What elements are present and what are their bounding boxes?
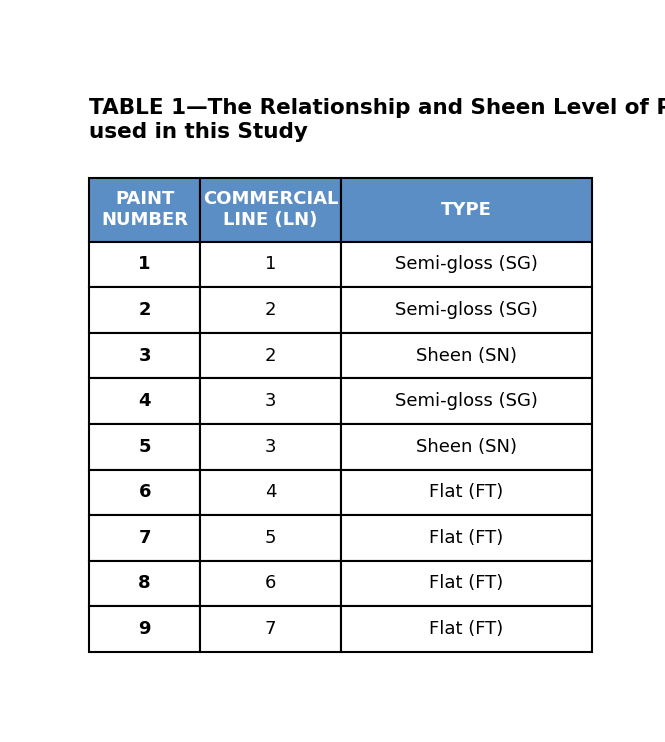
- Text: 2: 2: [265, 347, 276, 364]
- Bar: [89, 515, 200, 561]
- Text: 4: 4: [265, 483, 276, 502]
- Bar: [341, 378, 593, 424]
- Text: 3: 3: [265, 392, 276, 410]
- Bar: [341, 424, 593, 470]
- Bar: [89, 606, 200, 651]
- Bar: [341, 177, 593, 242]
- Text: 7: 7: [265, 620, 276, 638]
- Text: TYPE: TYPE: [441, 200, 492, 219]
- Text: Flat (FT): Flat (FT): [430, 483, 503, 502]
- Text: Semi-gloss (SG): Semi-gloss (SG): [395, 392, 538, 410]
- Bar: [200, 561, 341, 606]
- Bar: [200, 606, 341, 651]
- Text: 2: 2: [138, 301, 151, 319]
- Bar: [89, 561, 200, 606]
- Text: 3: 3: [265, 438, 276, 456]
- Bar: [341, 287, 593, 332]
- Text: 6: 6: [138, 483, 151, 502]
- Text: Sheen (SN): Sheen (SN): [416, 347, 517, 364]
- Bar: [200, 470, 341, 515]
- Text: Flat (FT): Flat (FT): [430, 620, 503, 638]
- Text: 1: 1: [265, 255, 276, 273]
- Text: Sheen (SN): Sheen (SN): [416, 438, 517, 456]
- Bar: [341, 332, 593, 378]
- Text: 4: 4: [138, 392, 151, 410]
- Bar: [89, 287, 200, 332]
- Text: COMMERCIAL
LINE (LN): COMMERCIAL LINE (LN): [203, 190, 338, 229]
- Bar: [341, 606, 593, 651]
- Text: 8: 8: [138, 574, 151, 592]
- Text: 2: 2: [265, 301, 276, 319]
- Bar: [200, 332, 341, 378]
- Text: 6: 6: [265, 574, 276, 592]
- Bar: [200, 287, 341, 332]
- Text: Semi-gloss (SG): Semi-gloss (SG): [395, 301, 538, 319]
- Bar: [89, 424, 200, 470]
- Bar: [200, 177, 341, 242]
- Text: 9: 9: [138, 620, 151, 638]
- Bar: [341, 470, 593, 515]
- Text: 3: 3: [138, 347, 151, 364]
- Bar: [89, 470, 200, 515]
- Text: 7: 7: [138, 529, 151, 547]
- Bar: [200, 515, 341, 561]
- Bar: [89, 332, 200, 378]
- Bar: [89, 177, 200, 242]
- Bar: [341, 242, 593, 287]
- Bar: [341, 561, 593, 606]
- Text: 5: 5: [265, 529, 276, 547]
- Bar: [89, 378, 200, 424]
- Text: PAINT
NUMBER: PAINT NUMBER: [101, 190, 188, 229]
- Text: Flat (FT): Flat (FT): [430, 529, 503, 547]
- Bar: [200, 424, 341, 470]
- Bar: [200, 378, 341, 424]
- Text: 5: 5: [138, 438, 151, 456]
- Text: Flat (FT): Flat (FT): [430, 574, 503, 592]
- Bar: [341, 515, 593, 561]
- Text: 1: 1: [138, 255, 151, 273]
- Text: TABLE 1—The Relationship and Sheen Level of Paints
used in this Study: TABLE 1—The Relationship and Sheen Level…: [89, 98, 665, 142]
- Bar: [200, 242, 341, 287]
- Bar: [89, 242, 200, 287]
- Text: Semi-gloss (SG): Semi-gloss (SG): [395, 255, 538, 273]
